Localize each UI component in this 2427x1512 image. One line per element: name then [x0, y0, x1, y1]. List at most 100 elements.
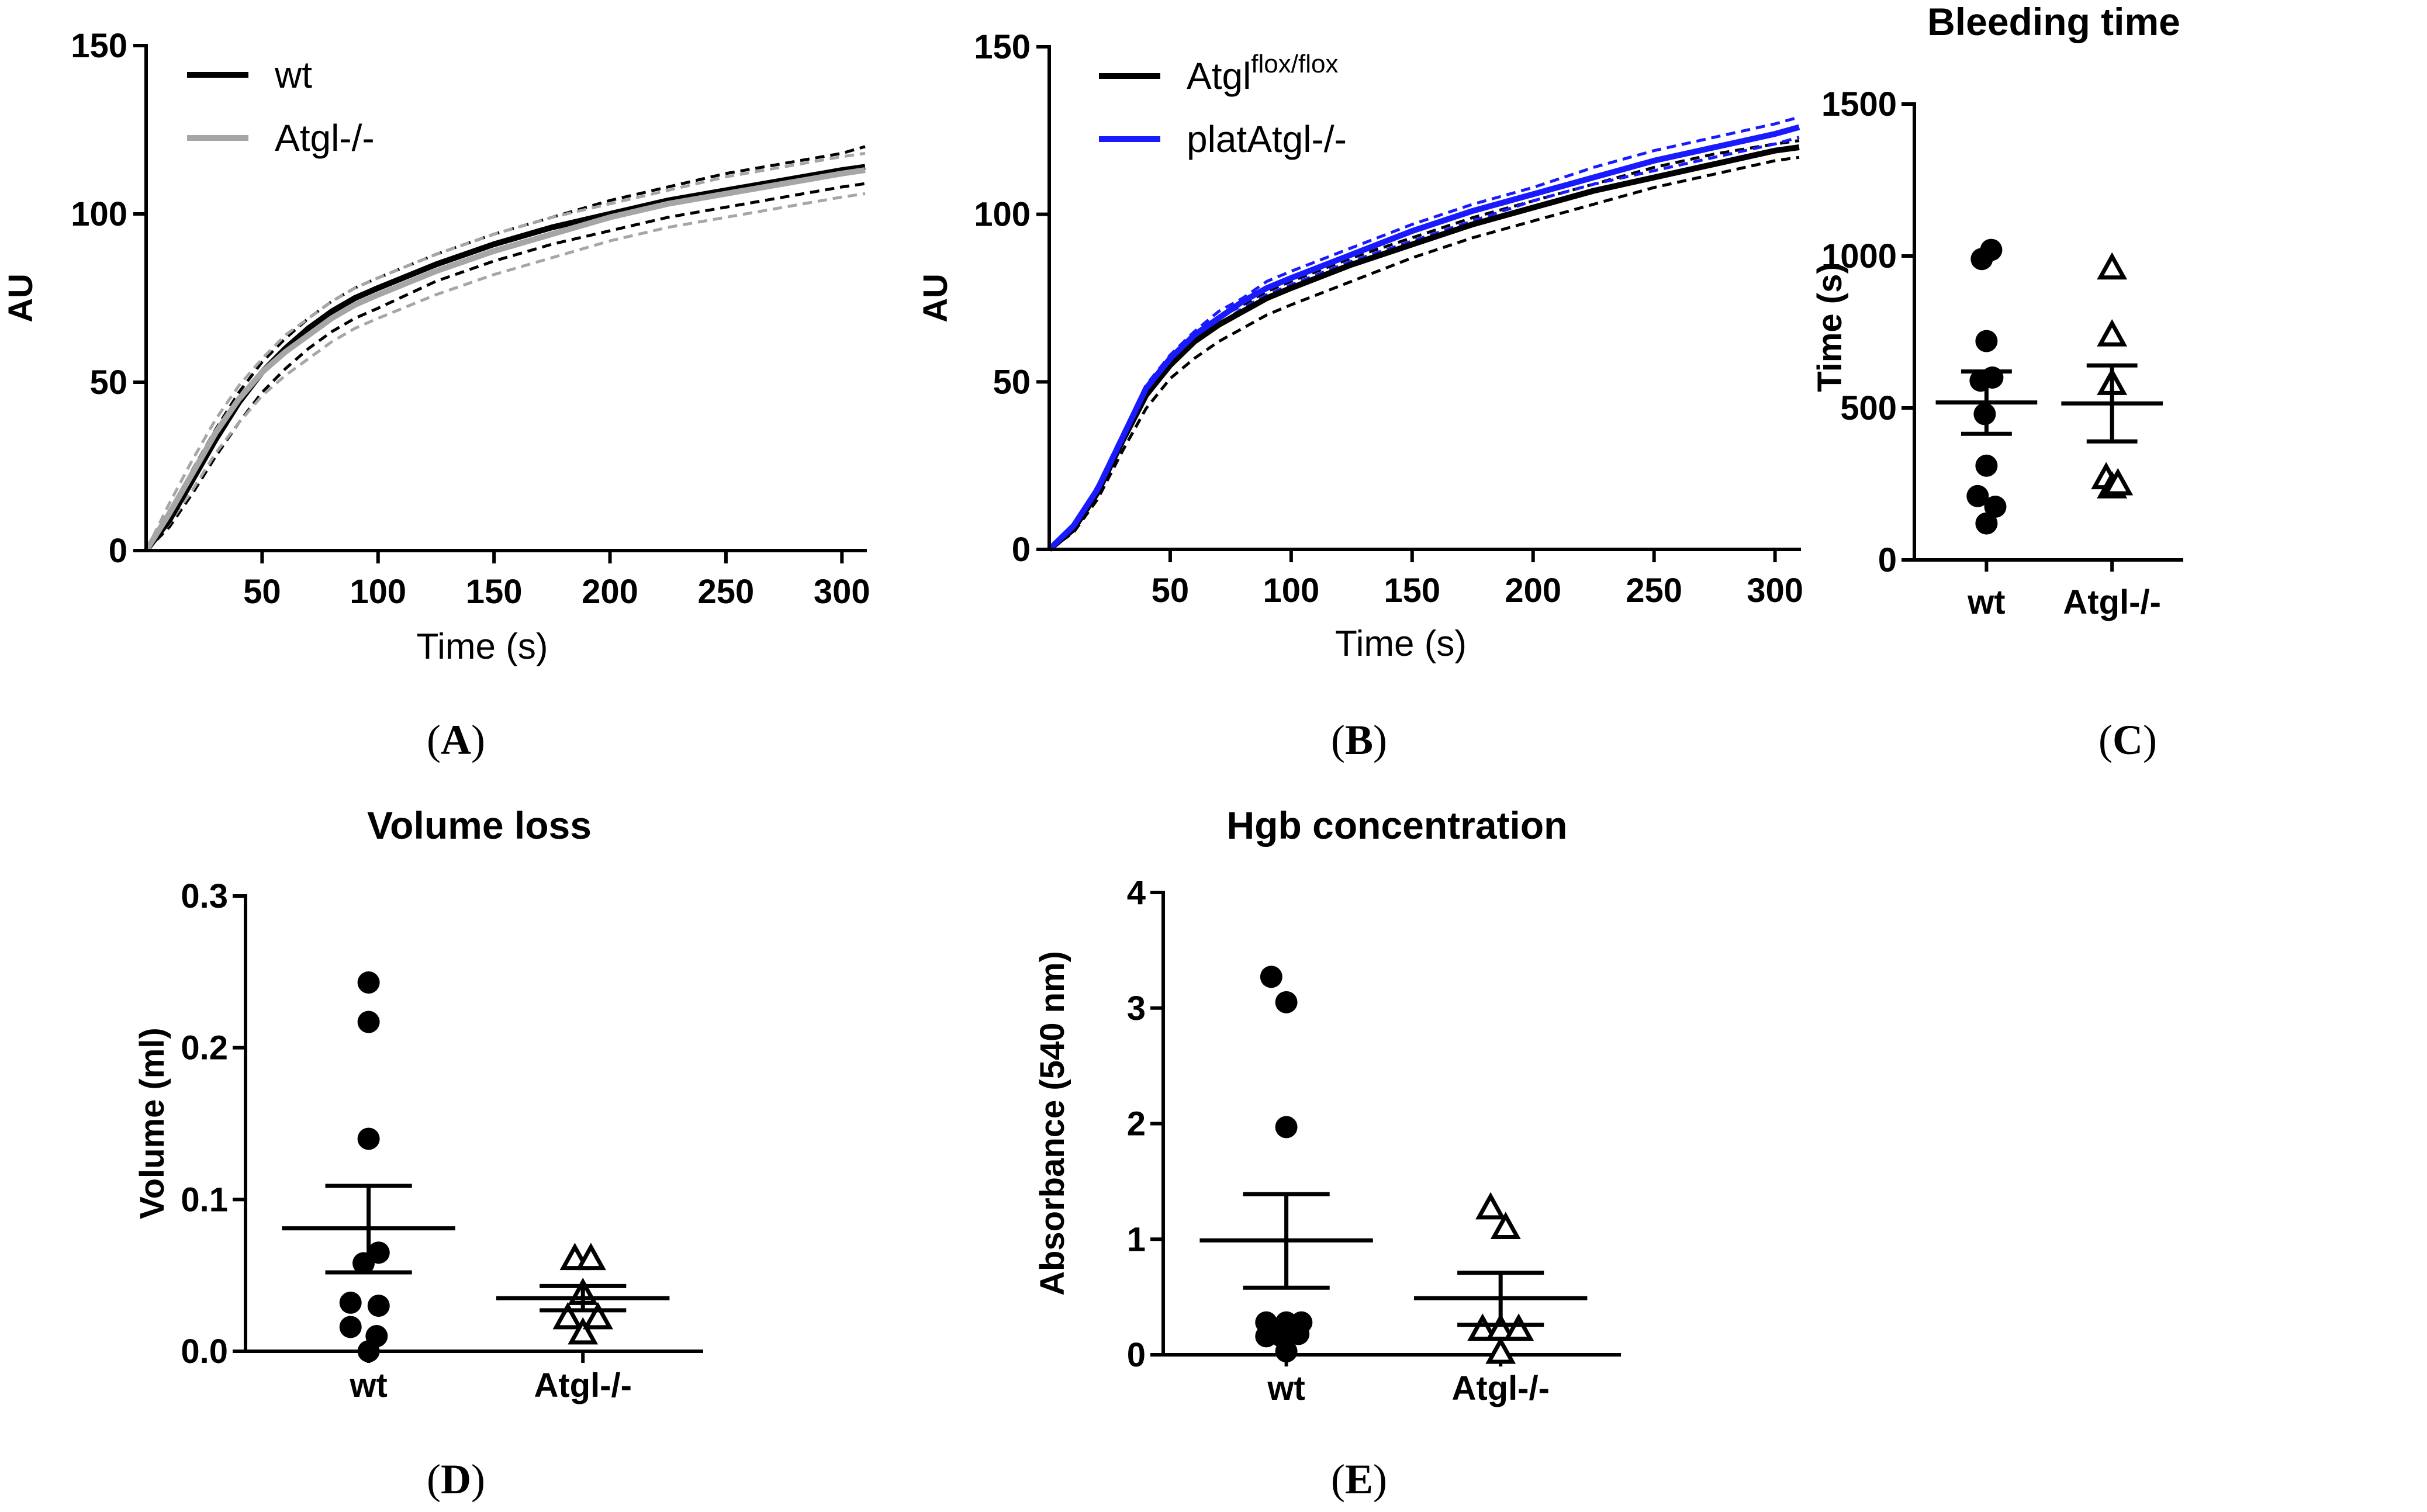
y-axis-label: Absorbance (540 nm): [1033, 951, 1071, 1296]
category-label: Atgl-/-: [534, 1366, 632, 1404]
y-tick-label: 100: [71, 195, 127, 233]
legend-entry: Atglflox/flox: [1187, 50, 1338, 97]
y-tick-label: 0: [1878, 541, 1897, 579]
legend-entry-text: platAtgl-/-: [1187, 118, 1347, 160]
legend-entry: platAtgl-/-: [1187, 118, 1347, 160]
y-tick-label: 1000: [1821, 237, 1897, 275]
y-tick-label: 100: [974, 196, 1031, 234]
panel-label-close: ): [2143, 717, 2157, 763]
legend-entry: wt: [274, 54, 312, 96]
data-point-wt: [357, 1340, 380, 1362]
series-line-wt-upper: [144, 145, 866, 552]
x-tick-label: 300: [1747, 572, 1803, 610]
x-tick-label: 50: [1152, 572, 1190, 610]
y-axis-label: AU: [917, 274, 955, 323]
y-tick-label: 1: [1127, 1220, 1146, 1258]
panel-label: (D): [427, 1456, 485, 1503]
x-tick-label: 150: [1384, 572, 1440, 610]
series-line-platatgl-lower: [1048, 136, 1800, 551]
data-point-wt: [1984, 496, 2007, 518]
category-label: Atgl-/-: [1451, 1369, 1550, 1407]
y-tick-label: 1500: [1821, 85, 1897, 123]
chart-E: 0 1 2 3 4 wt Atgl-/- Hgb concentration Absorbanc…: [1033, 804, 1621, 1503]
y-tick-label: 4: [1127, 874, 1146, 912]
panel-label-close: ): [1373, 717, 1387, 763]
data-point-wt: [339, 1291, 362, 1314]
data-point-wt: [1980, 238, 2003, 261]
series-line-atgl-flox-flox-upper: [1048, 139, 1800, 551]
axes: [1161, 891, 1621, 1357]
axes: [144, 44, 867, 552]
x-tick-label: 150: [466, 573, 523, 611]
data-point-atgl-: [2097, 319, 2128, 347]
category-label: wt: [1967, 583, 2005, 621]
x-tick-label: 200: [582, 573, 638, 611]
axes: [244, 894, 703, 1353]
y-tick-label: 50: [993, 363, 1031, 401]
axes: [1913, 102, 2183, 562]
data-point-atgl-: [568, 1317, 599, 1345]
data-point-wt: [1275, 1340, 1298, 1363]
data-point-atgl-: [2097, 252, 2128, 280]
data-point-wt: [357, 1127, 380, 1150]
panel-label-open: (: [427, 717, 441, 763]
chart-title: Volume loss: [367, 804, 592, 847]
y-tick-label: 2: [1127, 1105, 1146, 1143]
panel-label: (C): [2098, 717, 2157, 763]
series-line-platatgl-: [1047, 124, 1800, 552]
y-tick-label: 0.2: [181, 1029, 228, 1067]
legend-entry-text: Atgl: [1187, 55, 1251, 97]
y-axis-label: Time (s): [1811, 262, 1849, 392]
data-point-atgl-: [582, 1302, 613, 1330]
panel-label-letter: E: [1345, 1456, 1373, 1503]
data-point-atgl-: [552, 1302, 583, 1330]
category-label: wt: [1267, 1369, 1305, 1407]
series-line-atgl-flox-flox: [1047, 144, 1800, 552]
y-tick-label: 0.0: [181, 1333, 228, 1371]
panel-label-letter: C: [2113, 717, 2143, 763]
data-point-wt: [1275, 1116, 1298, 1139]
x-tick-label: 100: [350, 573, 406, 611]
x-tick-label: 50: [243, 573, 281, 611]
panel-label-close: ): [471, 717, 485, 763]
data-point-wt: [339, 1316, 362, 1338]
panel-label-close: ): [1373, 1456, 1387, 1503]
y-axis-label: AU: [2, 274, 40, 323]
series-line-atgl-lower: [145, 192, 866, 552]
data-point-wt: [357, 1011, 380, 1033]
y-tick-label: 0: [109, 532, 127, 570]
data-point-wt: [1975, 454, 1998, 477]
legend-entry: Atgl-/-: [275, 117, 375, 159]
series-line-wt: [144, 164, 866, 553]
data-point-wt: [1975, 512, 1998, 535]
chart-title: Hgb concentration: [1226, 804, 1567, 847]
chart-A: 0 50 100 150 50 100 150 200 250 300 Time (s) AU wt At…: [2, 27, 870, 763]
y-axis-label: Volume (ml): [133, 1027, 171, 1219]
x-tick-label: 250: [1626, 572, 1682, 610]
data-point-atgl-: [2103, 468, 2134, 496]
data-point-atgl-: [575, 1243, 606, 1271]
data-point-wt: [1966, 485, 1989, 507]
x-tick-label: 100: [1263, 572, 1319, 610]
chart-title: Bleeding time: [1927, 0, 2180, 43]
x-axis-label: Time (s): [417, 627, 548, 667]
panel-label-open: (: [2098, 717, 2113, 763]
panel-label: (A): [427, 717, 485, 763]
panel-label-open: (: [1331, 1456, 1345, 1503]
chart-B: 0 50 100 150 50 100 150 200 250 300 Time (s) AU Atgl…: [917, 28, 1803, 763]
y-tick-label: 500: [1840, 389, 1897, 427]
panel-label-open: (: [427, 1456, 441, 1503]
x-tick-label: 200: [1505, 572, 1561, 610]
data-point-wt: [1260, 966, 1282, 988]
y-tick-label: 50: [89, 364, 127, 402]
data-point-atgl-: [1490, 1212, 1521, 1239]
chart-C: 0 500 1000 1500 wt Atgl-/- Bleeding time Time (…: [1811, 0, 2183, 763]
x-axis-label: Time (s): [1335, 624, 1467, 664]
data-point-atgl-: [1485, 1336, 1516, 1364]
legend-entry-superscript: flox/flox: [1251, 50, 1338, 78]
panel-label-letter: A: [441, 717, 471, 763]
data-point-wt: [1275, 991, 1298, 1013]
y-tick-label: 0: [1012, 531, 1031, 569]
y-tick-label: 0.1: [181, 1181, 228, 1219]
